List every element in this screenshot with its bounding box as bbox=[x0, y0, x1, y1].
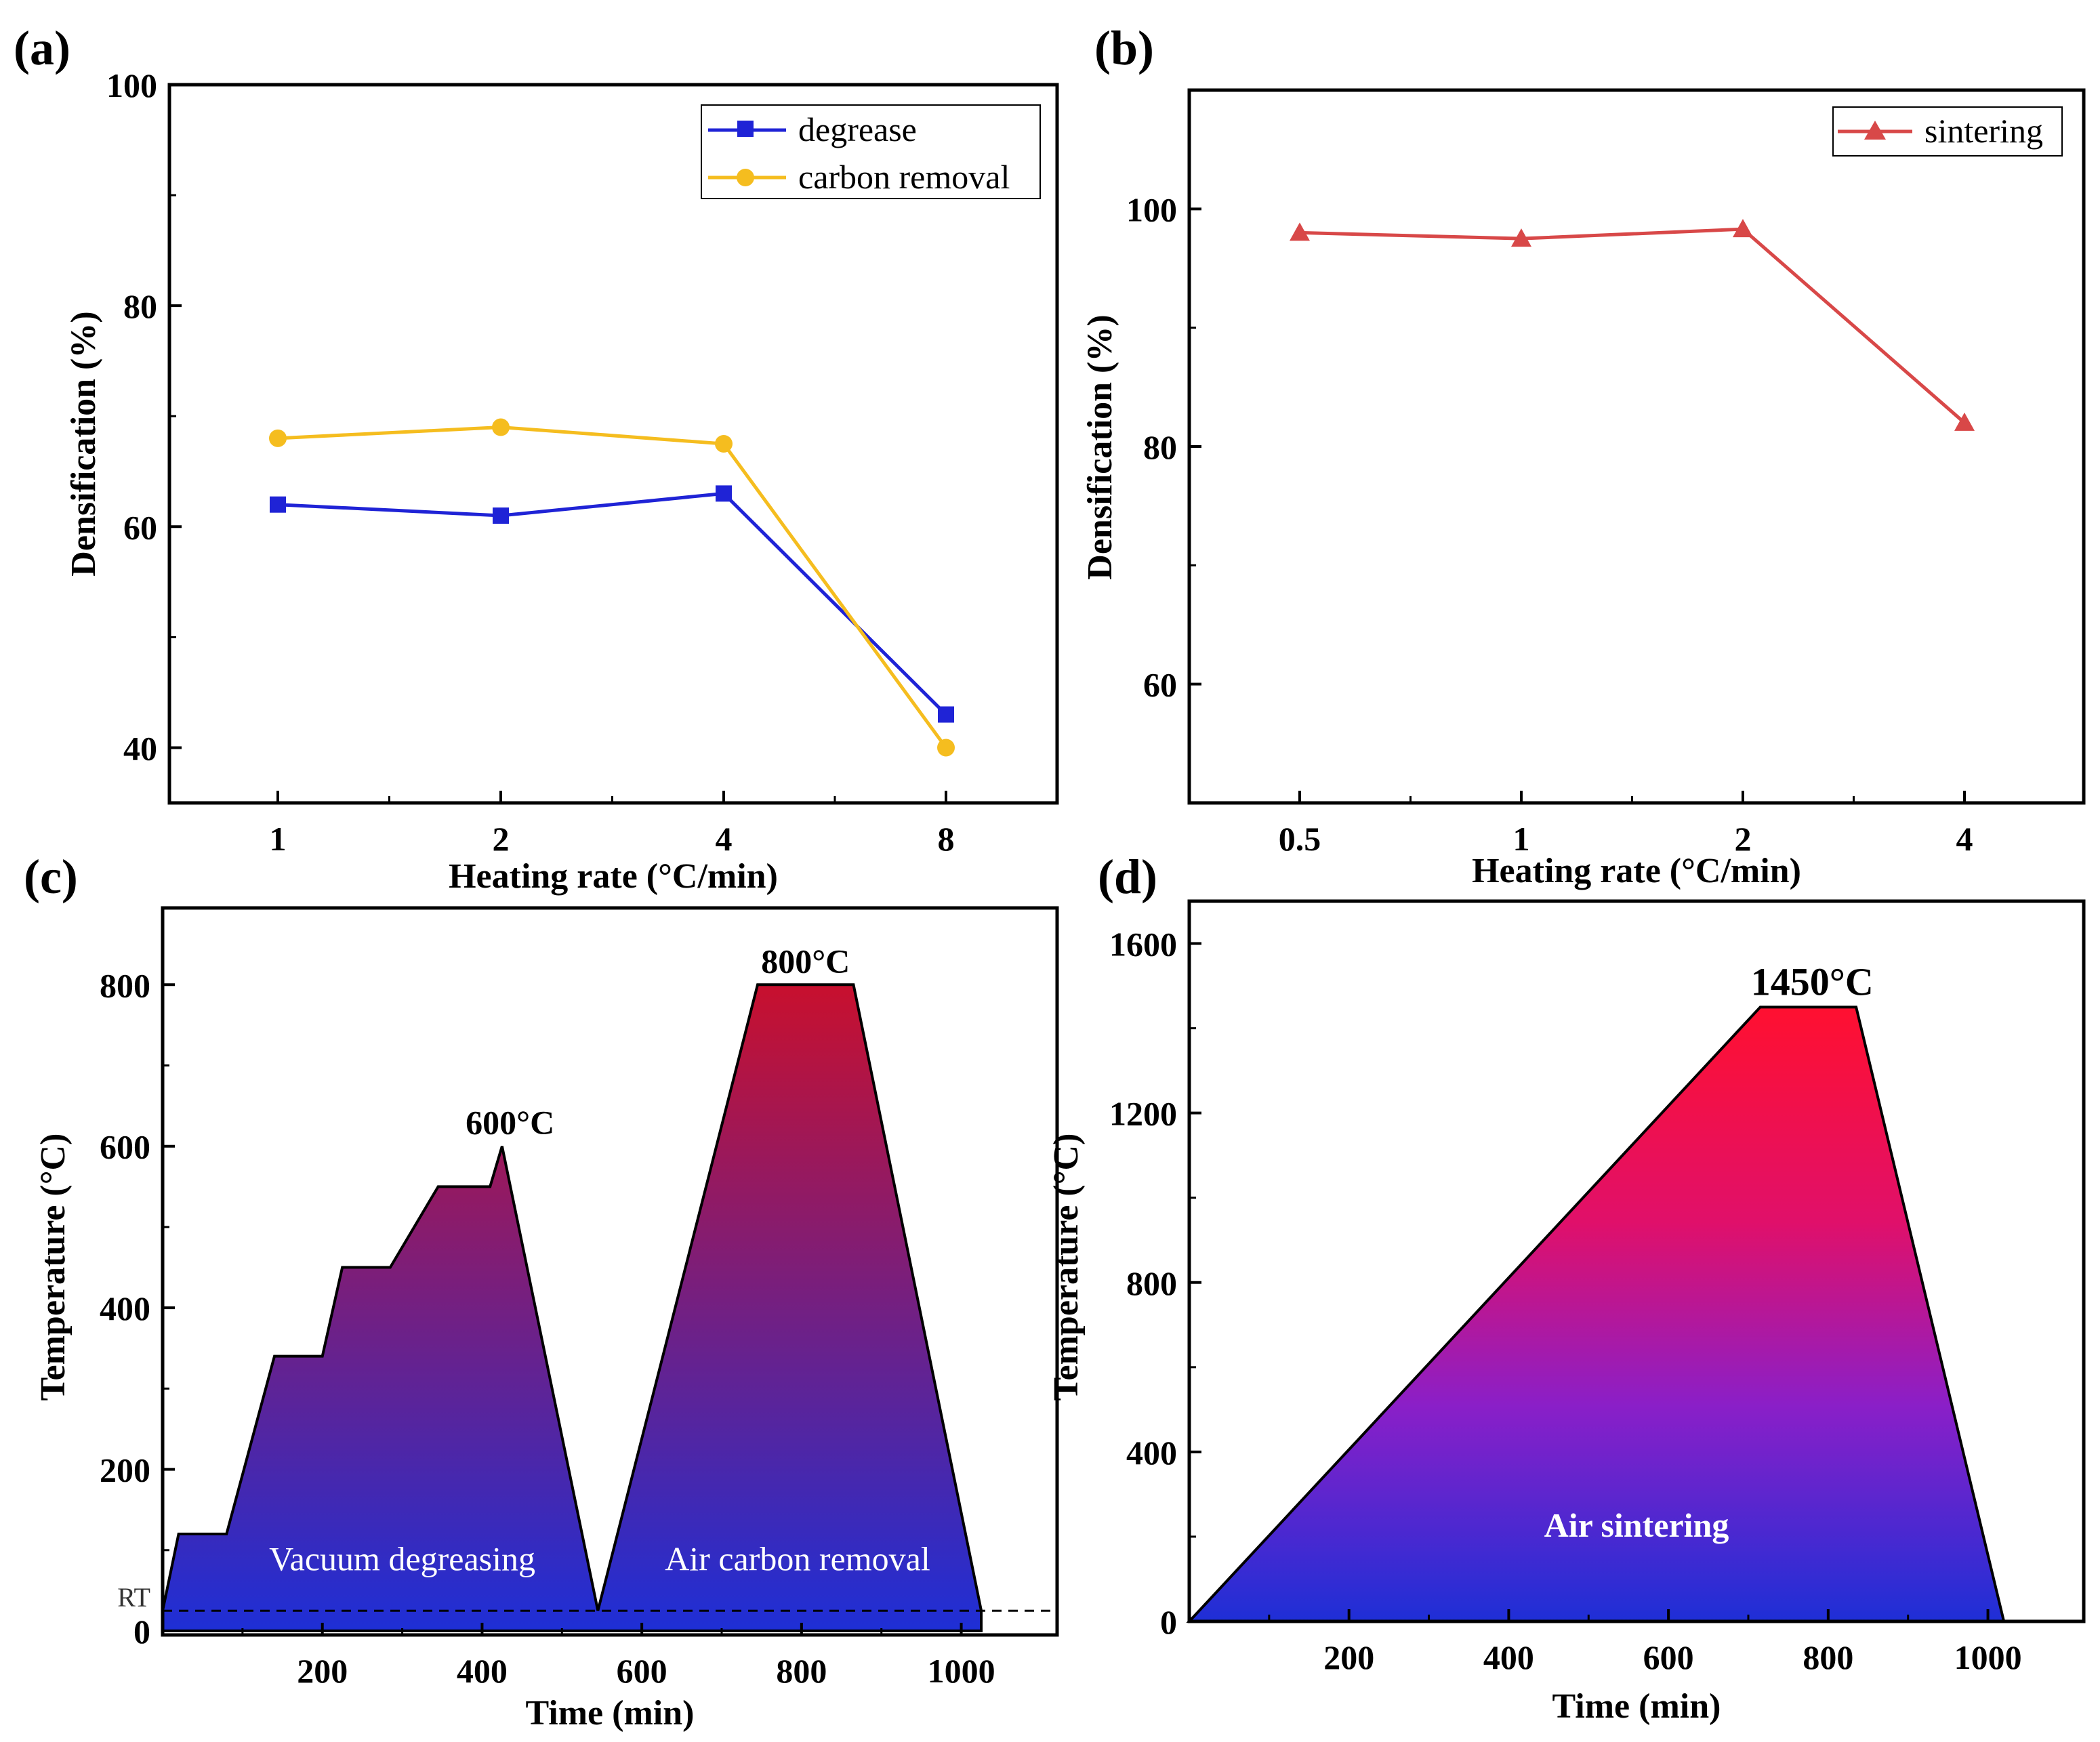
panel-d-xlabel: Time (min) bbox=[1552, 1687, 1721, 1726]
d-ytick-label-4: 1600 bbox=[1109, 926, 1177, 963]
panel-b-legend: sintering bbox=[1832, 106, 2063, 157]
c-xtick-label-1: 400 bbox=[457, 1652, 508, 1690]
a-point-0-1 bbox=[493, 507, 509, 524]
panel-a-ylabel: Densification (%) bbox=[64, 311, 103, 576]
d-xtick-label-1: 400 bbox=[1483, 1638, 1534, 1676]
legend-label-carbon-removal: carbon removal bbox=[798, 158, 1010, 196]
a-point-0-0 bbox=[270, 496, 286, 513]
panel-b-frame bbox=[1187, 88, 2086, 805]
b-series-line-0 bbox=[1299, 227, 1966, 424]
legend-label-degrease: degrease bbox=[798, 110, 917, 148]
a-point-0-3 bbox=[938, 706, 954, 723]
c-annotation-3: Air carbon removal bbox=[665, 1540, 930, 1578]
c-xtick-label-3: 800 bbox=[776, 1652, 827, 1690]
legend-marker-sintering bbox=[1864, 121, 1886, 140]
d-xtick-label-2: 600 bbox=[1643, 1638, 1694, 1676]
c-ytick-label-1: 200 bbox=[100, 1451, 150, 1489]
c-xtick-label-2: 600 bbox=[617, 1652, 667, 1690]
panel-a-legend-box bbox=[701, 104, 1041, 199]
panel-a: (a) 40 60 80 100 1 2 4 8 Densification (%) Hea… bbox=[14, 21, 1059, 896]
panel-d-label: (d) bbox=[1098, 850, 1157, 904]
c-ytick-label-4: 800 bbox=[100, 966, 150, 1004]
d-ytick-label-2: 800 bbox=[1126, 1264, 1177, 1302]
panel-a-label: (a) bbox=[14, 21, 70, 75]
c-annotation-0: 600°C bbox=[466, 1104, 554, 1142]
b-ytick-label-0: 60 bbox=[1143, 666, 1177, 704]
a-ytick-label-0: 40 bbox=[123, 729, 157, 767]
a-point-1-2 bbox=[715, 435, 733, 453]
panel-d-ylabel: Temperature (°C) bbox=[1047, 1134, 1086, 1401]
b-xtick-label-1: 1 bbox=[1513, 820, 1530, 858]
panel-d: (d) 0 400 800 1200 1600 200 400 600 800 1000 145… bbox=[1047, 850, 2086, 1726]
b-xtick-label-2: 2 bbox=[1735, 820, 1752, 858]
panel-c-ylabel: Temperature (°C) bbox=[34, 1134, 73, 1401]
legend-marker-degrease bbox=[737, 121, 754, 137]
panel-c-label: (c) bbox=[24, 850, 78, 904]
panel-c-xlabel: Time (min) bbox=[526, 1694, 695, 1733]
b-ytick-label-2: 100 bbox=[1126, 190, 1177, 228]
a-point-1-0 bbox=[269, 429, 287, 447]
a-xtick-label-3: 8 bbox=[938, 820, 955, 858]
c-annotation-2: Vacuum degreasing bbox=[269, 1540, 535, 1578]
panel-a-xlabel: Heating rate (°C/min) bbox=[449, 857, 778, 896]
panel-c: (c) 0 200 400 600 800 200 400 600 800 1000 RT 60… bbox=[24, 850, 1059, 1733]
c-ytick-label-0: 0 bbox=[133, 1613, 150, 1651]
d-xtick-label-3: 800 bbox=[1803, 1638, 1853, 1676]
c-xtick-label-4: 1000 bbox=[928, 1652, 995, 1690]
a-ytick-label-2: 80 bbox=[123, 287, 157, 325]
c-annotation-1: 800°C bbox=[761, 942, 850, 980]
a-xtick-label-2: 4 bbox=[716, 820, 733, 858]
a-ytick-label-1: 60 bbox=[123, 508, 157, 546]
panel-b-label: (b) bbox=[1094, 21, 1154, 75]
d-ytick-label-1: 400 bbox=[1126, 1434, 1177, 1472]
a-point-0-2 bbox=[716, 485, 732, 502]
b-point-0-0 bbox=[1290, 222, 1310, 241]
b-xtick-label-3: 4 bbox=[1956, 820, 1973, 858]
panel-b-legend-box bbox=[1832, 106, 2063, 157]
panel-c-rt-label: RT bbox=[117, 1582, 150, 1613]
c-ytick-label-2: 400 bbox=[100, 1289, 150, 1327]
b-point-0-1 bbox=[1511, 228, 1531, 247]
d-ytick-label-3: 1200 bbox=[1109, 1095, 1177, 1133]
a-ytick-label-3: 100 bbox=[106, 66, 157, 104]
panel-b: (b) 60 80 100 0.5 1 2 4 Densification (%) Hea… bbox=[1081, 21, 2086, 890]
panel-b-ylabel: Densification (%) bbox=[1081, 314, 1119, 579]
panel-a-legend: degrease carbon removal bbox=[701, 104, 1041, 199]
panel-c-frame bbox=[161, 906, 1059, 1637]
a-point-1-1 bbox=[492, 418, 510, 436]
c-xtick-label-0: 200 bbox=[297, 1652, 348, 1690]
d-ytick-label-0: 0 bbox=[1160, 1603, 1177, 1641]
d-annotation-0: 1450°C bbox=[1751, 959, 1874, 1003]
a-series-line-1 bbox=[277, 426, 948, 749]
legend-marker-carbon-removal bbox=[737, 169, 754, 186]
b-xtick-label-0: 0.5 bbox=[1279, 820, 1321, 858]
b-ytick-label-1: 80 bbox=[1143, 428, 1177, 466]
d-xtick-label-0: 200 bbox=[1323, 1638, 1374, 1676]
b-point-0-2 bbox=[1733, 219, 1753, 238]
panel-b-xlabel: Heating rate (°C/min) bbox=[1472, 852, 1801, 890]
a-xtick-label-0: 1 bbox=[270, 820, 287, 858]
a-point-1-3 bbox=[937, 739, 955, 757]
a-series-line-0 bbox=[277, 491, 947, 716]
panel-c-temperature-profile bbox=[161, 983, 983, 1633]
legend-label-sintering: sintering bbox=[1924, 112, 2043, 150]
panel-d-frame bbox=[1187, 899, 2086, 1623]
a-xtick-label-1: 2 bbox=[493, 820, 510, 858]
d-xtick-label-4: 1000 bbox=[1954, 1638, 2022, 1676]
d-annotation-1: Air sintering bbox=[1544, 1506, 1729, 1544]
b-point-0-3 bbox=[1954, 412, 1975, 431]
c-ytick-label-3: 600 bbox=[100, 1128, 150, 1166]
